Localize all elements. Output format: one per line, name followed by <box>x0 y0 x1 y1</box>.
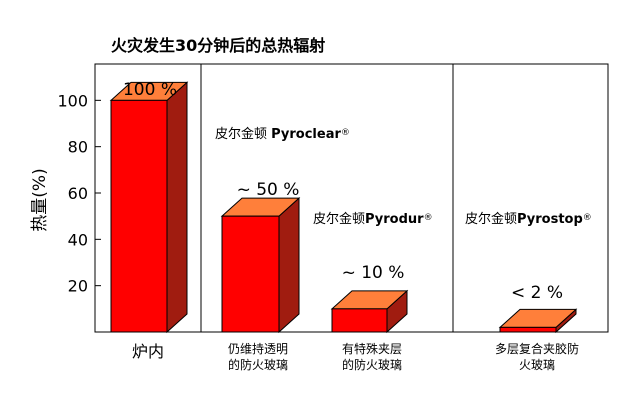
bar <box>220 197 301 334</box>
category-label: 多层复合夹胶防火玻璃 <box>495 341 579 372</box>
bar-side <box>166 81 188 334</box>
value-label: 100 % <box>123 80 177 100</box>
y-tick-label: 40 <box>68 230 88 249</box>
y-tick-label: 60 <box>68 184 88 203</box>
bar-front <box>499 326 557 333</box>
y-axis-label: 热量(%) <box>30 168 50 231</box>
value-labels: 100 % ~ 50 % ~ 10 % < 2 % <box>123 80 563 303</box>
y-axis-ticks: 20 40 60 80 100 <box>57 91 101 296</box>
product-label: 皮尔金顿Pyrodur® <box>313 211 433 227</box>
category-label: 仍维持透明的防火玻璃 <box>228 341 288 372</box>
product-label: 皮尔金顿 Pyroclear® <box>215 126 350 142</box>
bar-front <box>110 99 168 333</box>
category-label: 有特殊夹层的防火玻璃 <box>342 341 402 372</box>
bar <box>498 308 578 334</box>
product-label: 皮尔金顿Pyrostop® <box>465 211 592 227</box>
y-tick-label: 80 <box>68 138 88 157</box>
product-labels: 皮尔金顿 Pyroclear® 皮尔金顿Pyrodur® 皮尔金顿Pyrostop® <box>215 126 592 227</box>
category-label: 炉内 <box>132 342 164 361</box>
value-label: < 2 % <box>511 283 563 303</box>
chart-title: 火灾发生30分钟后的总热辐射 <box>111 36 325 55</box>
y-tick-label: 20 <box>68 277 88 296</box>
value-label: ~ 50 % <box>237 180 300 200</box>
bar-side <box>278 197 300 334</box>
bar <box>109 81 189 334</box>
category-labels: 炉内 仍维持透明的防火玻璃 有特殊夹层的防火玻璃 多层复合夹胶防火玻璃 <box>132 341 579 372</box>
bar-front <box>331 308 388 333</box>
bars <box>109 81 578 334</box>
value-label: ~ 10 % <box>342 263 405 283</box>
bar-front <box>221 215 280 333</box>
bar <box>330 289 409 334</box>
y-tick-label: 100 <box>57 91 88 110</box>
